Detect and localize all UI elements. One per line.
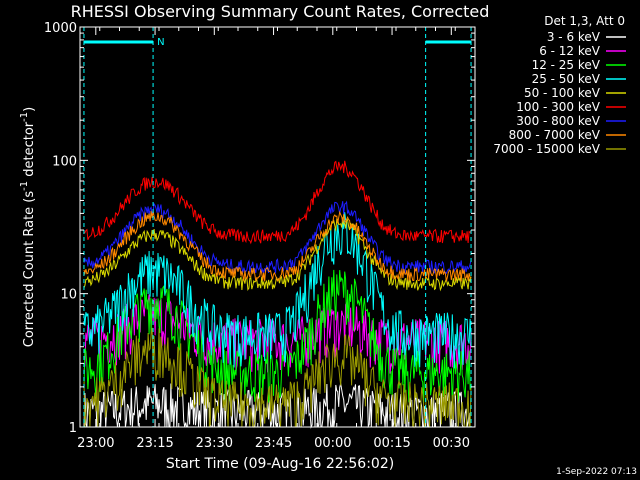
footer-timestamp: 1-Sep-2022 07:13 — [556, 467, 637, 477]
x-tick-label: 23:30 — [196, 436, 233, 451]
legend-label: 6 - 12 keV — [539, 44, 601, 58]
y-label-sup1: -1 — [19, 181, 30, 191]
y-tick-label: 10 — [60, 288, 77, 303]
legend-title: Det 1,3, Att 0 — [544, 14, 625, 28]
series-line — [83, 327, 472, 429]
series-layer — [83, 160, 472, 429]
series-line — [83, 200, 472, 275]
series-line — [83, 160, 472, 245]
series-line — [83, 210, 472, 282]
chart-title: RHESSI Observing Summary Count Rates, Co… — [71, 2, 490, 21]
y-axis-label: Corrected Count Rate (s-1 detector-1) — [19, 107, 37, 347]
y-label-mid: detector — [22, 121, 37, 181]
y-tick-label: 100 — [52, 154, 77, 169]
series-line — [83, 212, 472, 369]
series-line — [83, 383, 472, 429]
x-tick-label: 00:30 — [433, 436, 470, 451]
legend-label: 3 - 6 keV — [547, 30, 601, 44]
y-label-suffix: ) — [22, 107, 37, 112]
x-axis-label: Start Time (09-Aug-16 22:56:02) — [166, 456, 394, 472]
x-tick-label: 23:00 — [77, 436, 114, 451]
legend-label: 25 - 50 keV — [532, 72, 601, 86]
x-tick-label: 23:15 — [136, 436, 173, 451]
y-axis: 1 10 100 1000 — [44, 21, 475, 436]
legend-label: 12 - 25 keV — [532, 58, 601, 72]
night-flag-label: N — [157, 37, 164, 48]
x-tick-label: 00:15 — [373, 436, 410, 451]
x-axis: 23:00 23:15 23:30 23:45 00:00 00:15 00:30 — [77, 27, 470, 451]
x-tick-label: 23:45 — [255, 436, 292, 451]
x-tick-label: 00:00 — [314, 436, 351, 451]
series-line — [83, 269, 472, 407]
y-tick-label: 1 — [69, 421, 77, 436]
y-label-sup2: -1 — [19, 112, 30, 122]
legend-label: 800 - 7000 keV — [509, 128, 601, 142]
legend-label: 7000 - 15000 keV — [493, 142, 600, 156]
legend-label: 100 - 300 keV — [516, 100, 600, 114]
y-tick-label: 1000 — [44, 21, 77, 36]
night-flags: N — [83, 27, 472, 427]
y-label-prefix: Corrected Count Rate (s — [22, 191, 37, 348]
legend-label: 300 - 800 keV — [516, 114, 600, 128]
legend-label: 50 - 100 keV — [524, 86, 601, 100]
